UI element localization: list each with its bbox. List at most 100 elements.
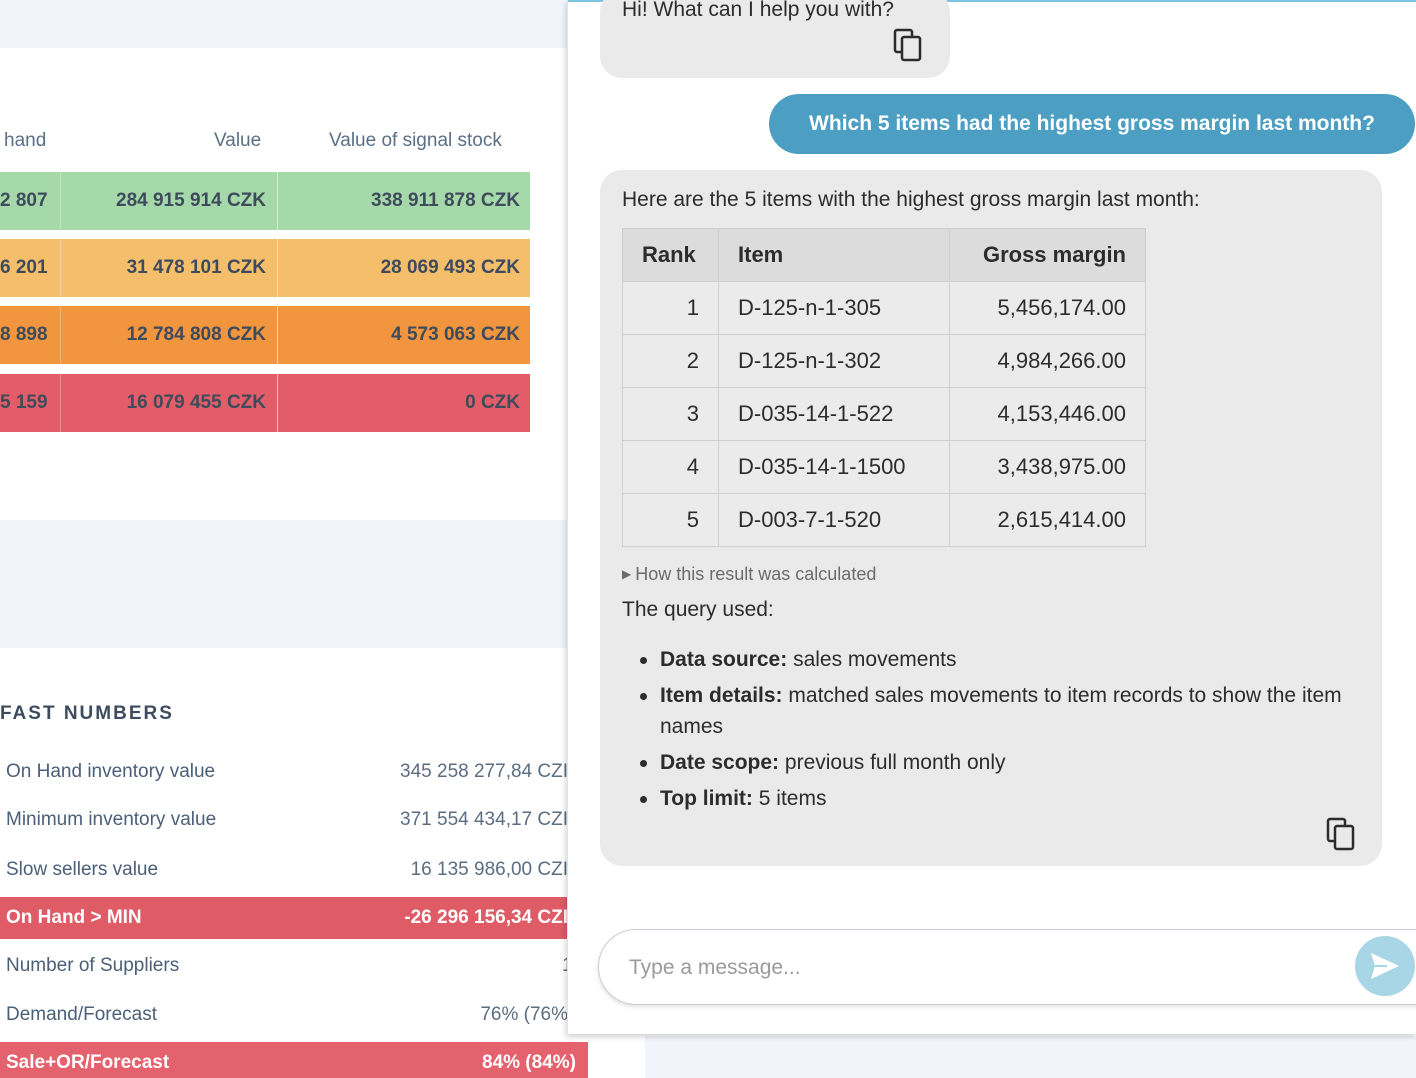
cell-hand: 8 898 [0,324,48,345]
table-header-row: Rank Item Gross margin [622,228,1146,282]
cell-value: 31 478 101 CZK [60,239,276,297]
calculation-details-toggle[interactable]: ▶ How this result was calculated [622,564,876,585]
fast-number-row-alert: Sale+OR/Forecast 84% (84%) [0,1042,588,1078]
fast-number-value: 371 554 434,17 CZI [400,809,568,830]
fast-number-row-alert: On Hand > MIN -26 296 156,34 CZI [0,897,568,939]
fast-number-label: Sale+OR/Forecast [6,1052,170,1073]
cell-item: D-125-n-1-305 [718,281,950,335]
cell-hand: 2 807 [0,190,48,211]
list-item-term: Top limit: [660,787,753,810]
dashboard-top-band [0,0,568,48]
cell-signal-value: 0 CZK [277,374,530,432]
cell-value: 12 784 808 CZK [60,306,276,364]
disclosure-triangle-icon: ▶ [622,567,632,581]
results-table: Rank Item Gross margin 1 D-125-n-1-305 5… [622,228,1146,547]
cell-value: 16 079 455 CZK [60,374,276,432]
fast-number-row: Demand/Forecast 76% (76% [0,994,568,1036]
dashboard-mid-band [0,520,568,648]
cell-rank: 1 [622,281,719,335]
fast-number-value: 1 [562,955,568,976]
send-icon [1371,953,1399,979]
fast-number-value: 16 135 986,00 CZI [410,859,568,880]
header-item: Item [718,228,950,282]
list-item-term: Data source: [660,648,788,671]
list-item: Data source: sales movements [640,644,1360,675]
cell-item: D-035-14-1-1500 [718,440,950,494]
table-row: 2 D-125-n-1-302 4,984,266.00 [622,334,1146,388]
fast-number-label: On Hand > MIN [6,907,142,928]
cell-signal-value: 338 911 878 CZK [277,172,530,230]
table-row: 3 D-035-14-1-522 4,153,446.00 [622,387,1146,441]
col-header-hand: hand [4,130,47,151]
fast-number-label: Minimum inventory value [6,809,217,830]
assistant-greeting-bubble: Hi! What can I help you with? [600,0,950,78]
cell-gross-margin: 4,153,446.00 [949,387,1146,441]
cell-item: D-003-7-1-520 [718,493,950,547]
fast-number-row: Slow sellers value 16 135 986,00 CZI [0,849,568,891]
query-details-list: Data source: sales movements Item detail… [640,644,1360,819]
cell-rank: 3 [622,387,719,441]
copy-icon[interactable] [1326,817,1356,851]
col-header-value: Value [214,130,262,151]
table-row: 1 D-125-n-1-305 5,456,174.00 [622,281,1146,335]
cell-item: D-035-14-1-522 [718,387,950,441]
list-item-text: previous full month only [784,751,1006,774]
cell-rank: 4 [622,440,719,494]
list-item-text: matched sales movements to item records … [660,684,1342,738]
fast-number-label: Number of Suppliers [6,955,180,976]
col-header-signal-value: Value of signal stock [329,130,502,151]
list-item: Date scope: previous full month only [640,747,1360,778]
fast-number-label: Demand/Forecast [6,1004,158,1025]
cell-rank: 5 [622,493,719,547]
message-input[interactable] [629,948,1329,988]
header-rank: Rank [622,228,719,282]
inventory-row[interactable]: 5 159 16 079 455 CZK 0 CZK [0,374,530,432]
query-used-heading: The query used: [622,598,774,621]
inventory-row[interactable]: 6 201 31 478 101 CZK 28 069 493 CZK [0,239,530,297]
chat-panel: Hi! What can I help you with? Which 5 it… [567,0,1416,1034]
fast-number-label: On Hand inventory value [6,761,216,782]
list-item-term: Date scope: [660,751,780,774]
list-item: Top limit: 5 items [640,783,1360,814]
cell-gross-margin: 2,615,414.00 [949,493,1146,547]
cell-rank: 2 [622,334,719,388]
fast-number-row: Minimum inventory value 371 554 434,17 C… [0,799,568,841]
cell-item: D-125-n-1-302 [718,334,950,388]
cell-gross-margin: 5,456,174.00 [949,281,1146,335]
fast-number-value: -26 296 156,34 CZI [404,907,568,928]
fast-number-row: On Hand inventory value 345 258 277,84 C… [0,751,568,793]
list-item-text: sales movements [793,648,957,671]
answer-intro: Here are the 5 items with the highest gr… [622,188,1200,211]
table-row: 4 D-035-14-1-1500 3,438,975.00 [622,440,1146,494]
inventory-row[interactable]: 8 898 12 784 808 CZK 4 573 063 CZK [0,306,530,364]
user-message-bubble: Which 5 items had the highest gross marg… [769,94,1415,154]
cell-hand: 6 201 [0,257,48,278]
dashboard-background: hand Value Value of signal stock 2 807 2… [0,0,650,1078]
list-item-term: Item details: [660,684,783,707]
dashboard-bottom-band [645,1036,1416,1078]
fast-number-row: Number of Suppliers 1 [0,945,568,987]
inventory-row[interactable]: 2 807 284 915 914 CZK 338 911 878 CZK [0,172,530,230]
cell-hand: 5 159 [0,392,48,413]
send-button[interactable] [1355,936,1415,996]
fast-number-label: Slow sellers value [6,859,159,880]
message-input-container [598,929,1416,1005]
fast-number-value: 345 258 277,84 CZI [400,761,568,782]
cell-signal-value: 4 573 063 CZK [277,306,530,364]
cell-signal-value: 28 069 493 CZK [277,239,530,297]
cell-gross-margin: 3,438,975.00 [949,440,1146,494]
cell-gross-margin: 4,984,266.00 [949,334,1146,388]
greeting-text: Hi! What can I help you with? [622,0,894,21]
fast-numbers-title: FAST NUMBERS [0,703,174,724]
copy-icon[interactable] [893,28,923,62]
fast-number-value: 76% (76% [480,1004,568,1025]
calculation-toggle-label: How this result was calculated [635,564,877,584]
list-item-text: 5 items [758,787,827,810]
chat-top-accent [568,0,1416,2]
table-row: 5 D-003-7-1-520 2,615,414.00 [622,493,1146,547]
header-gross-margin: Gross margin [949,228,1146,282]
assistant-answer-bubble: Here are the 5 items with the highest gr… [600,170,1382,866]
list-item: Item details: matched sales movements to… [640,680,1360,742]
cell-value: 284 915 914 CZK [60,172,276,230]
fast-number-value: 84% (84%) [482,1052,576,1073]
